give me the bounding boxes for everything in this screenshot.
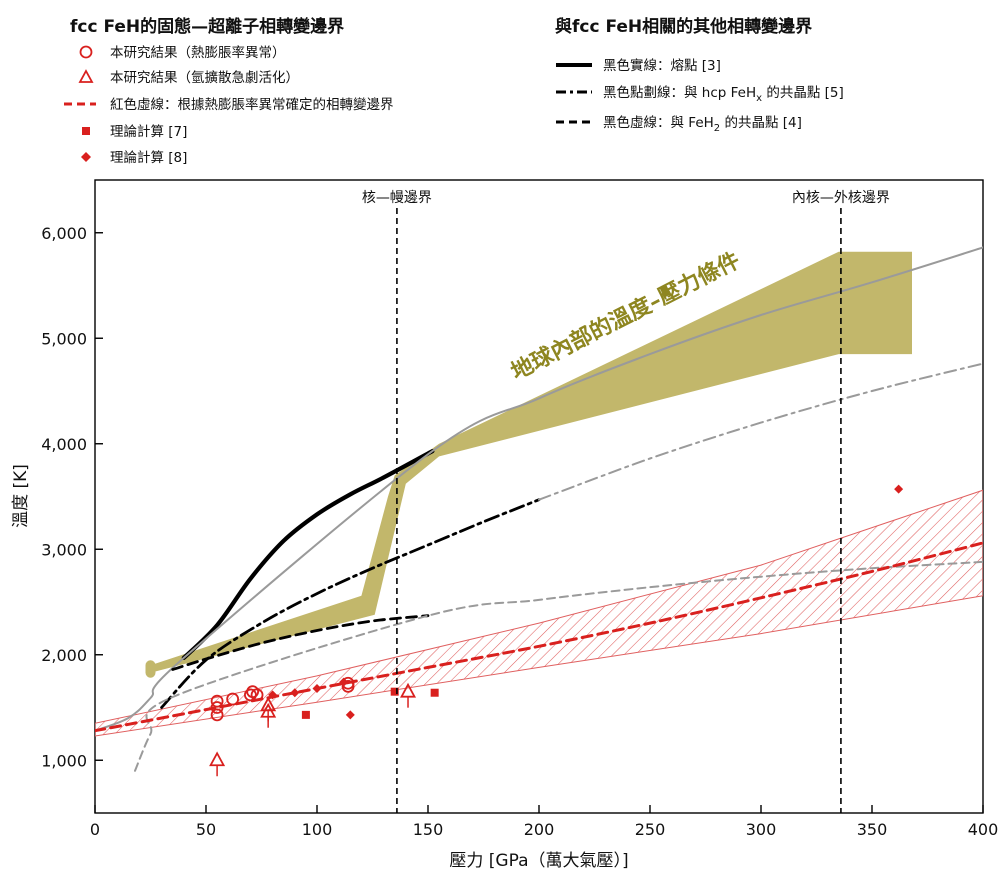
data-point-square [301, 710, 310, 719]
y-tick-label: 5,000 [41, 329, 87, 348]
legend-left-entry: 紅色虛線：根據熱膨脹率異常確定的相轉變邊界 [64, 96, 394, 113]
x-tick-label: 350 [857, 820, 888, 839]
legend-left-entry: 本研究結果（熱膨脹率異常） [79, 44, 286, 61]
legend-right-title: 與fcc FeH相關的其他相轉變邊界 [555, 16, 812, 37]
legend-diamond-marker [81, 152, 91, 162]
data-point-circle [243, 688, 257, 702]
x-tick-label: 50 [196, 820, 216, 839]
x-tick-label: 250 [635, 820, 666, 839]
legend-triangle-marker [78, 69, 94, 83]
legend-right-entry: 黑色虛線：與 FeH2 的共晶點 [4] [556, 114, 802, 134]
y-axis-title: 溫度 [K] [11, 464, 31, 528]
series-solid-black [181, 449, 435, 660]
y-tick-label: 3,000 [41, 540, 87, 559]
legend-left-label: 理論計算 [8] [110, 150, 187, 166]
legend-left: fcc FeH的固態—超離子相轉變邊界 本研究結果（熱膨脹率異常） 本研究結果（氫… [64, 16, 394, 166]
x-tick-label: 400 [968, 820, 999, 839]
legend-right-label: 黑色虛線：與 FeH2 的共晶點 [4] [603, 114, 802, 134]
data-point-diamond [312, 684, 322, 694]
data-point-triangle [209, 751, 226, 767]
data-point-square [430, 688, 439, 697]
legend-left-label: 本研究結果（熱膨脹率異常） [110, 44, 286, 61]
legend-right: 與fcc FeH相關的其他相轉變邊界 黑色實線：熔點 [3] 黑色點劃線：與 hc… [555, 16, 844, 134]
x-axis-title: 壓力 [GPa（萬大氣壓）] [449, 851, 628, 871]
y-tick-label: 1,000 [41, 751, 87, 770]
uncertainty-band [95, 489, 983, 737]
x-tick-label: 150 [413, 820, 444, 839]
data-point-circle [250, 688, 264, 702]
data-point-square [390, 687, 399, 696]
geotherm-band [150, 251, 912, 673]
data-point-circle [210, 708, 224, 722]
legend-left-entry: 理論計算 [7] [82, 124, 187, 140]
series-dashdot-gray [538, 362, 983, 501]
x-tick-label: 0 [90, 820, 100, 839]
legend-right-entry: 黑色實線：熔點 [3] [556, 57, 721, 74]
x-tick-label: 200 [524, 820, 555, 839]
x-tick-label: 100 [302, 820, 333, 839]
legend-right-label: 黑色點劃線：與 hcp FeHx 的共晶點 [5] [603, 84, 844, 104]
series-dashed-black [171, 614, 430, 671]
legend-right-label: 黑色實線：熔點 [3] [603, 57, 721, 74]
data-point-diamond [339, 677, 349, 687]
legend-left-entry: 本研究結果（氫擴散急劇活化） [78, 69, 299, 86]
data-point-circle [210, 694, 224, 708]
data-point-circle [210, 701, 224, 714]
data-point-circle [341, 680, 355, 693]
legend-left-label: 紅色虛線：根據熱膨脹率異常確定的相轉變邊界 [110, 96, 394, 113]
legend-left-label: 本研究結果（氫擴散急劇活化） [110, 69, 299, 86]
series-dashed-red [95, 541, 983, 733]
cmb-boundary-label: 核—幔邊界 [362, 190, 432, 206]
data-point-diamond [345, 710, 355, 720]
data-point-diamond [894, 484, 904, 494]
legend-circle-marker [79, 45, 93, 59]
legend-right-entry: 黑色點劃線：與 hcp FeHx 的共晶點 [5] [556, 84, 844, 104]
y-tick-label: 6,000 [41, 224, 87, 243]
data-point-diamond [290, 688, 300, 698]
y-tick-label: 4,000 [41, 435, 87, 454]
x-tick-label: 300 [746, 820, 777, 839]
data-point-diamond [268, 690, 278, 700]
legend-left-title: fcc FeH的固態—超離子相轉變邊界 [70, 16, 344, 37]
y-tick-label: 2,000 [41, 646, 87, 665]
legend-square-marker [82, 127, 90, 135]
series-solid-gray [95, 246, 983, 732]
data-point-circle [226, 692, 240, 706]
legend-left-label: 理論計算 [7] [110, 124, 187, 140]
series-dashed-gray [134, 560, 983, 772]
icb-boundary-label: 內核—外核邊界 [792, 190, 890, 206]
legend-left-entry: 理論計算 [8] [81, 150, 187, 166]
